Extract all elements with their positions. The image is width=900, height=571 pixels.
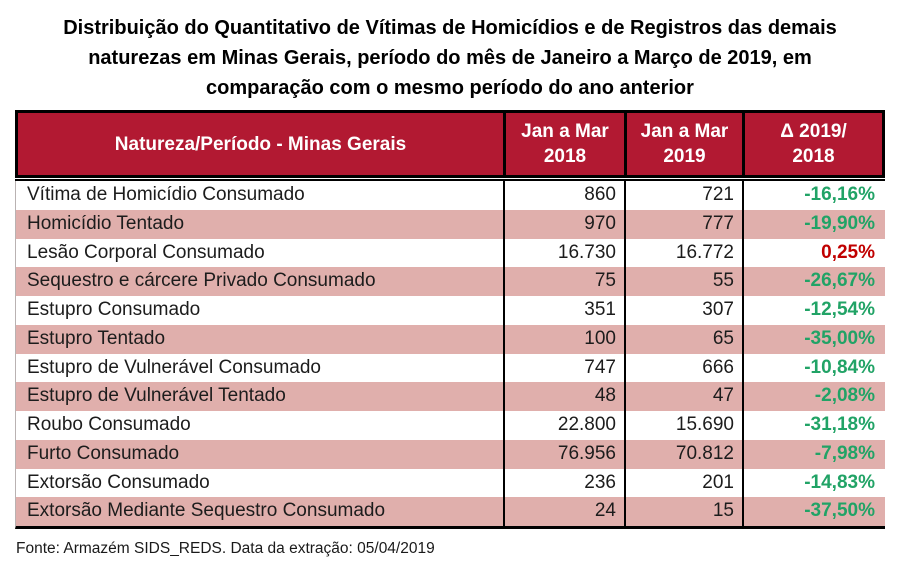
cell-delta: -7,98% (742, 439, 885, 469)
table-header-row: Natureza/Período - Minas Gerais Jan a Ma… (15, 110, 885, 178)
report-title: Distribuição do Quantitativo de Vítimas … (0, 13, 900, 103)
cell-jan-mar-2019: 47 (624, 382, 742, 411)
cell-natureza: Furto Consumado (27, 442, 180, 464)
cell-jan-mar-2019: 721 (624, 181, 742, 210)
cell-jan-mar-2018: 236 (503, 468, 624, 498)
column-header-natureza-periodo: Natureza/Período - Minas Gerais (114, 133, 407, 155)
cell-natureza: Extorsão Consumado (27, 471, 210, 493)
cell-delta: -35,00% (742, 324, 885, 354)
cell-delta: -19,90% (742, 209, 885, 239)
statistics-table: Natureza/Período - Minas Gerais Jan a Ma… (15, 110, 885, 529)
cell-jan-mar-2019: 65 (624, 324, 742, 354)
table-row: Estupro Tentado 100 65 -35,00% (16, 324, 885, 354)
cell-delta: -2,08% (742, 382, 885, 411)
cell-delta: -37,50% (742, 497, 885, 526)
table-row: Estupro de Vulnerável Tentado 48 47 -2,08% (16, 382, 885, 411)
cell-jan-mar-2018: 22.800 (503, 411, 624, 440)
table-row: Furto Consumado 76.956 70.812 -7,98% (16, 439, 885, 469)
column-header-jan-mar-2018: Jan a Mar 2018 (503, 113, 624, 175)
table-row: Estupro de Vulnerável Consumado 747 666 -10… (16, 353, 885, 383)
source-footnote: Fonte: Armazém SIDS_REDS. Data da extraç… (16, 540, 435, 557)
cell-natureza: Sequestro e cárcere Privado Consumado (27, 270, 376, 292)
table-row: Estupro Consumado 351 307 -12,54% (16, 296, 885, 325)
cell-natureza: Estupro Consumado (27, 299, 201, 320)
cell-jan-mar-2018: 75 (503, 267, 624, 296)
table-row: Homicídio Tentado 970 777 -19,90% (16, 209, 885, 239)
cell-jan-mar-2019: 201 (624, 468, 742, 498)
column-header-jan-mar-2019: Jan a Mar 2019 (624, 113, 742, 175)
table-row: Lesão Corporal Consumado 16.730 16.772 0,25… (16, 238, 885, 268)
table-row: Roubo Consumado 22.800 15.690 -31,18% (16, 411, 885, 440)
cell-jan-mar-2019: 15 (624, 497, 742, 526)
cell-jan-mar-2018: 48 (503, 382, 624, 411)
cell-delta: -12,54% (742, 296, 885, 325)
cell-natureza: Estupro de Vulnerável Consumado (27, 356, 321, 378)
cell-natureza: Lesão Corporal Consumado (27, 241, 265, 263)
cell-jan-mar-2018: 747 (503, 353, 624, 383)
title-line-3: comparação com o mesmo período do ano an… (206, 77, 694, 99)
cell-delta: -14,83% (742, 468, 885, 498)
cell-delta: -31,18% (742, 411, 885, 440)
title-line-2: naturezas em Minas Gerais, período do mê… (88, 47, 812, 69)
cell-delta: 0,25% (742, 238, 885, 268)
table-row: Sequestro e cárcere Privado Consumado 75 5… (16, 267, 885, 296)
cell-delta: -16,16% (742, 181, 885, 210)
title-line-1: Distribuição do Quantitativo de Vítimas … (63, 17, 837, 39)
cell-natureza: Estupro de Vulnerável Tentado (27, 385, 286, 407)
cell-jan-mar-2018: 100 (503, 324, 624, 354)
cell-jan-mar-2019: 70.812 (624, 439, 742, 469)
cell-jan-mar-2019: 307 (624, 296, 742, 325)
table-row: Vítima de Homicídio Consumado 860 721 -16,1… (16, 181, 885, 210)
cell-jan-mar-2019: 16.772 (624, 238, 742, 268)
cell-jan-mar-2018: 76.956 (503, 439, 624, 469)
cell-natureza: Roubo Consumado (27, 414, 191, 435)
column-header-delta-2019-2018: Δ 2019/ 2018 (742, 113, 882, 175)
cell-natureza: Homicídio Tentado (27, 212, 185, 234)
table-row: Extorsão Mediante Sequestro Consumado 24 1… (16, 497, 885, 526)
header-divider-line (15, 178, 885, 181)
cell-jan-mar-2018: 16.730 (503, 238, 624, 268)
table-row: Extorsão Consumado 236 201 -14,83% (16, 468, 885, 498)
cell-jan-mar-2018: 351 (503, 296, 624, 325)
cell-natureza: Vítima de Homicídio Consumado (27, 184, 305, 205)
cell-jan-mar-2018: 860 (503, 181, 624, 210)
cell-jan-mar-2019: 777 (624, 209, 742, 239)
table-body: Vítima de Homicídio Consumado 860 721 -16,1… (15, 181, 885, 529)
cell-natureza: Extorsão Mediante Sequestro Consumado (27, 500, 386, 522)
cell-delta: -26,67% (742, 267, 885, 296)
cell-jan-mar-2019: 55 (624, 267, 742, 296)
cell-jan-mar-2018: 24 (503, 497, 624, 526)
cell-jan-mar-2019: 666 (624, 353, 742, 383)
cell-delta: -10,84% (742, 353, 885, 383)
cell-jan-mar-2018: 970 (503, 209, 624, 239)
cell-natureza: Estupro Tentado (27, 327, 166, 349)
cell-jan-mar-2019: 15.690 (624, 411, 742, 440)
